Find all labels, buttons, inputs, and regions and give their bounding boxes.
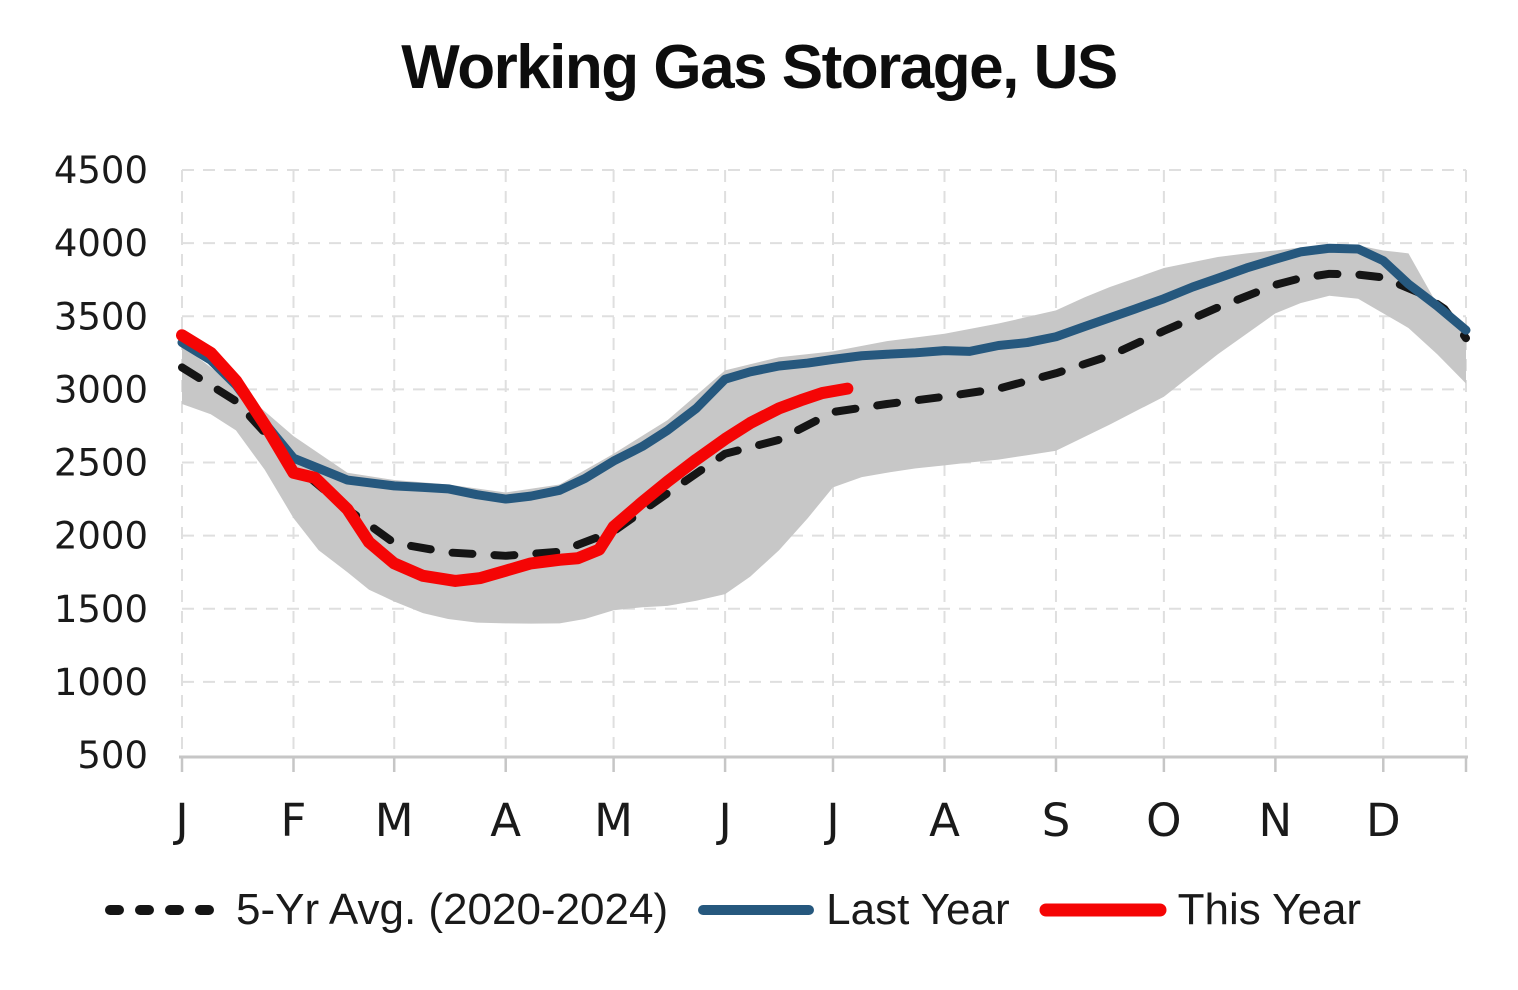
y-tick-label: 3500 — [54, 295, 148, 338]
x-tick-label: A — [929, 794, 960, 847]
avg-line — [178, 269, 1470, 560]
y-tick-label: 500 — [77, 734, 148, 777]
legend-item-5yr-avg: 5-Yr Avg. (2020-2024) — [103, 888, 668, 932]
this-year-line — [176, 329, 854, 587]
x-tick-label: S — [1042, 794, 1071, 847]
x-axis — [179, 755, 1468, 772]
x-tick-label: J — [172, 794, 188, 847]
x-tick-label: A — [490, 794, 521, 847]
legend-item-last-year: Last Year — [697, 888, 1010, 932]
legend-item-this-year: This Year — [1039, 888, 1361, 932]
y-axis-labels: 4500 4000 3500 3000 2500 2000 1500 1000 500 — [54, 149, 148, 777]
legend-label-last-year: Last Year — [826, 885, 1010, 934]
last-year-line-swatch-icon — [698, 905, 815, 915]
y-tick-label: 1500 — [54, 588, 148, 631]
y-tick-label: 1000 — [54, 661, 148, 704]
avg-dashed-line-swatch-icon — [105, 905, 223, 915]
x-tick-label: J — [823, 794, 839, 847]
y-tick-label: 4500 — [54, 149, 148, 192]
y-tick-label: 2500 — [54, 442, 148, 485]
legend-label-5yr-avg: 5-Yr Avg. (2020-2024) — [236, 885, 669, 934]
y-tick-label: 2000 — [54, 515, 148, 558]
plot-area: 4500 4000 3500 3000 2500 2000 1500 1000 500 J F M A M… — [54, 149, 1471, 847]
last-year-line — [177, 243, 1471, 504]
x-tick-label: M — [375, 794, 414, 847]
x-tick-label: D — [1366, 794, 1401, 847]
x-tick-label: F — [281, 794, 307, 847]
chart-title: Working Gas Storage, US — [401, 33, 1118, 102]
x-tick-label: J — [715, 794, 731, 847]
this-year-line-swatch-icon — [1039, 903, 1167, 917]
legend-label-this-year: This Year — [1177, 885, 1362, 934]
x-tick-label: M — [594, 794, 633, 847]
y-tick-label: 4000 — [54, 222, 148, 265]
x-tick-label: N — [1259, 794, 1293, 847]
legend: 5-Yr Avg. (2020-2024) Last Year This Yea… — [103, 888, 1361, 932]
x-tick-label: O — [1146, 794, 1181, 847]
y-tick-label: 3000 — [54, 368, 148, 411]
five-year-range-band — [182, 244, 1466, 624]
